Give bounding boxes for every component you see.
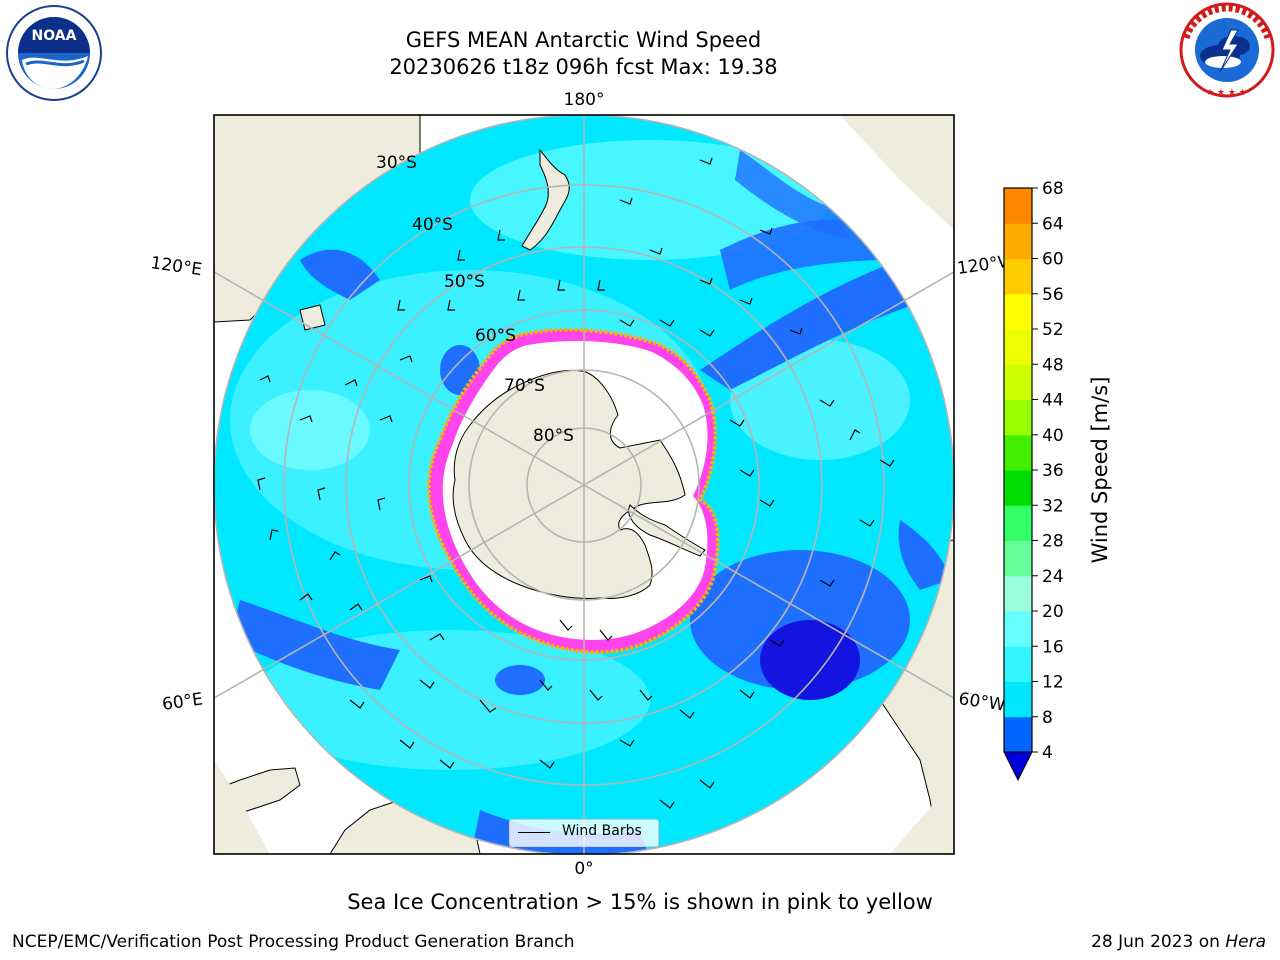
lat-label-70: 70°S xyxy=(504,376,545,396)
lon-label-60e: 60°E xyxy=(161,689,204,714)
colorbar-tick-label: 20 xyxy=(1042,602,1064,622)
lon-label-0: 0° xyxy=(574,859,593,879)
colorbar-tick-label: 28 xyxy=(1042,532,1064,552)
colorbar-segment xyxy=(1004,364,1032,400)
footer-date: 28 Jun 2023 on Hera xyxy=(1091,932,1266,952)
sea-ice-note: Sea Ice Concentration > 15% is shown in … xyxy=(347,890,933,914)
colorbar-segment xyxy=(1004,329,1032,365)
footer-host: Hera xyxy=(1225,932,1266,952)
legend-label: Wind Barbs xyxy=(562,823,642,839)
new-zealand-land xyxy=(521,148,570,251)
colorbar-segment xyxy=(1004,540,1032,577)
lat-label-40: 40°S xyxy=(412,215,453,235)
meridians xyxy=(214,115,954,854)
lon-label-180: 180° xyxy=(564,90,605,110)
colorbar-segment xyxy=(1004,434,1032,471)
colorbar-tick-label: 32 xyxy=(1042,496,1064,516)
colorbar-tick-label: 48 xyxy=(1042,355,1064,375)
colorbar-tick-label: 40 xyxy=(1042,426,1064,446)
colorbar-segment xyxy=(1004,223,1032,259)
colorbar-segment xyxy=(1004,575,1032,612)
title-line-2: 20230626 t18z 096h fcst Max: 19.38 xyxy=(389,55,778,79)
footer-date-text: 28 Jun 2023 on xyxy=(1091,932,1226,952)
wind-barbs-legend: Wind Barbs xyxy=(509,819,659,847)
colorbar-segment xyxy=(1004,681,1032,718)
colorbar-extend-triangle xyxy=(1003,751,1033,782)
svg-text:★ ★ ★ ★: ★ ★ ★ ★ xyxy=(1206,88,1247,98)
lat-label-60: 60°S xyxy=(475,326,516,346)
legend-line-sample xyxy=(518,832,550,833)
colorbar-segments xyxy=(1004,188,1032,753)
colorbar-tick-label: 24 xyxy=(1042,567,1064,587)
lon-label-120e: 120°E xyxy=(149,253,203,280)
colorbar-segment xyxy=(1004,188,1032,224)
colorbar-tick-label: 8 xyxy=(1042,708,1053,728)
colorbar-tick-label: 52 xyxy=(1042,320,1064,340)
noaa-logo-text: NOAA xyxy=(32,28,77,44)
noaa-logo: NOAA xyxy=(6,5,102,101)
colorbar-segment xyxy=(1004,716,1032,753)
colorbar-label: Wind Speed [m/s] xyxy=(1088,377,1112,564)
colorbar-tick-label: 68 xyxy=(1042,180,1064,199)
colorbar-segment xyxy=(1004,470,1032,506)
nws-logo: ★ ★ ★ ★ xyxy=(1179,2,1275,98)
title-line-1: GEFS MEAN Antarctic Wind Speed xyxy=(405,28,762,52)
colorbar-tick-label: 60 xyxy=(1042,250,1064,270)
colorbar-segment xyxy=(1004,293,1032,330)
lat-label-30: 30°S xyxy=(376,153,417,173)
colorbar-tick-label: 12 xyxy=(1042,673,1064,693)
colorbar-tick-label: 56 xyxy=(1042,285,1064,305)
colorbar-segment xyxy=(1004,611,1032,647)
wind-barbs xyxy=(257,157,895,809)
colorbar-tick-label: 4 xyxy=(1042,743,1053,763)
map-frame xyxy=(213,114,955,855)
colorbar-segment xyxy=(1004,646,1032,682)
colorbar-tick-label: 44 xyxy=(1042,391,1064,411)
colorbar-segment xyxy=(1004,258,1032,295)
colorbar-tick-label: 64 xyxy=(1042,214,1064,234)
lat-label-50: 50°S xyxy=(444,272,485,292)
colorbar-segment xyxy=(1004,505,1032,541)
colorbar-tick-label: 16 xyxy=(1042,637,1064,657)
colorbar-tick-label: 36 xyxy=(1042,461,1064,481)
footer-credit: NCEP/EMC/Verification Post Processing Pr… xyxy=(12,932,575,952)
colorbar-segment xyxy=(1004,399,1032,436)
lat-label-80: 80°S xyxy=(533,426,574,446)
antarctica-land xyxy=(452,369,686,599)
